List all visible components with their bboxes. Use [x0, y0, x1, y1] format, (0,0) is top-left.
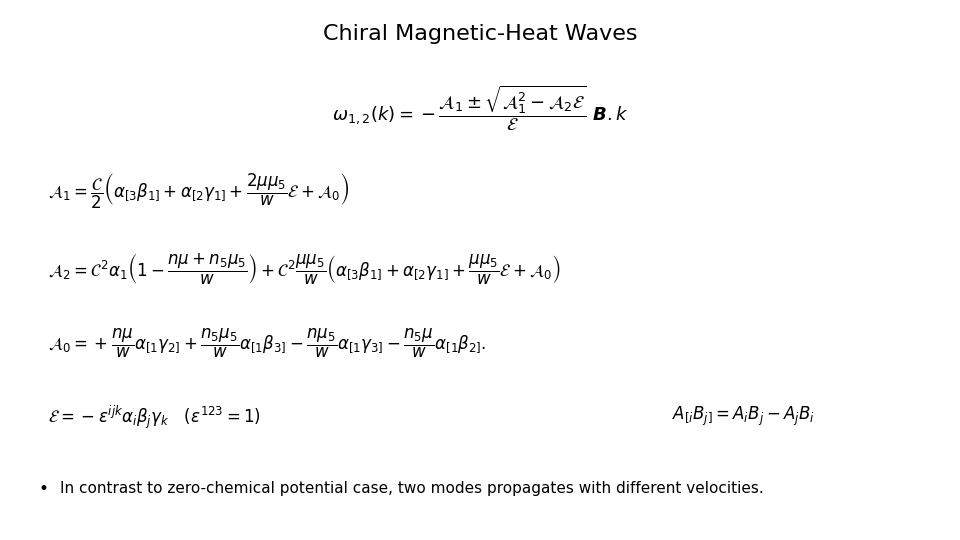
Text: $\mathcal{A}_1 = \dfrac{\mathcal{C}}{2}\left(\alpha_{[3}\beta_{1]} + \alpha_{[2}: $\mathcal{A}_1 = \dfrac{\mathcal{C}}{2}\… — [48, 172, 349, 211]
Text: $A_{[i}B_{j]} = A_i B_j - A_j B_i$: $A_{[i}B_{j]} = A_i B_j - A_j B_i$ — [672, 406, 815, 428]
Text: In contrast to zero-chemical potential case, two modes propagates with different: In contrast to zero-chemical potential c… — [60, 481, 763, 496]
Text: •: • — [38, 480, 48, 498]
Text: $\omega_{1,2}(k) = -\dfrac{\mathcal{A}_1 \pm \sqrt{\mathcal{A}_1^2 - \mathcal{A}: $\omega_{1,2}(k) = -\dfrac{\mathcal{A}_1… — [332, 83, 628, 133]
Text: Chiral Magnetic-Heat Waves: Chiral Magnetic-Heat Waves — [323, 24, 637, 44]
Text: $\mathcal{E} = -\epsilon^{ijk}\alpha_i\beta_j\gamma_k \quad (\epsilon^{123} = 1): $\mathcal{E} = -\epsilon^{ijk}\alpha_i\b… — [48, 403, 261, 430]
Text: $\mathcal{A}_2 = \mathcal{C}^2\alpha_1\left(1 - \dfrac{n\mu + n_5\mu_5}{w}\right: $\mathcal{A}_2 = \mathcal{C}^2\alpha_1\l… — [48, 251, 561, 286]
Text: $\mathcal{A}_0 = +\dfrac{n\mu}{w}\alpha_{[1}\gamma_{2]} + \dfrac{n_5\mu_5}{w}\al: $\mathcal{A}_0 = +\dfrac{n\mu}{w}\alpha_… — [48, 326, 487, 360]
